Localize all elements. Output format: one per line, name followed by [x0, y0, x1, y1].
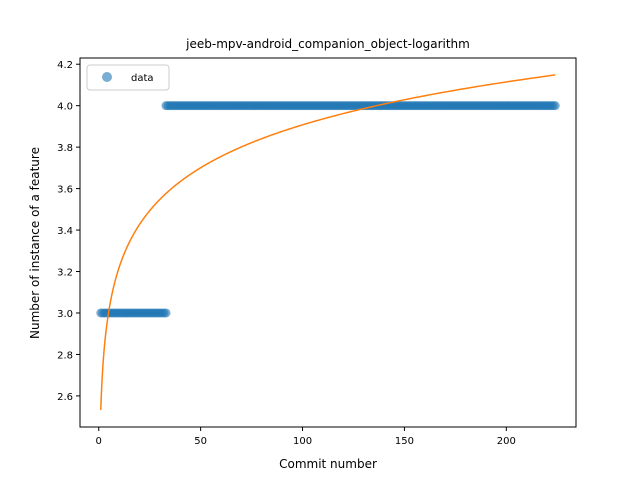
y-tick-label: 3.4 — [57, 226, 73, 237]
chart-title: jeeb-mpv-android_companion_object-logari… — [185, 37, 470, 51]
fit-line — [100, 74, 556, 410]
x-axis: 0 50 100 150 200 — [96, 427, 516, 447]
y-axis-label: Number of instance of a feature — [28, 147, 42, 339]
x-tick-label: 100 — [293, 436, 312, 447]
y-tick-label: 3.0 — [57, 309, 73, 320]
data-point — [161, 308, 171, 318]
axes-frame — [79, 57, 577, 428]
y-tick-label: 3.2 — [57, 268, 73, 279]
x-tick-label: 50 — [194, 436, 207, 447]
y-tick-label: 3.8 — [57, 143, 73, 154]
x-axis-label: Commit number — [279, 457, 377, 471]
y-tick-label: 3.6 — [57, 185, 73, 196]
x-tick-label: 0 — [96, 436, 102, 447]
y-tick-label: 4.0 — [57, 102, 73, 113]
y-tick-label: 4.2 — [57, 60, 73, 71]
x-tick-label: 150 — [395, 436, 414, 447]
y-tick-label: 2.6 — [57, 392, 73, 403]
legend-box — [86, 64, 170, 91]
y-tick-label: 2.8 — [57, 350, 73, 361]
data-point — [550, 101, 560, 111]
legend-marker-data — [102, 72, 112, 82]
legend-label-data: data — [131, 73, 154, 84]
y-axis: 2.6 2.8 3.0 3.2 3.4 3.6 3.8 4.0 4.2 — [57, 60, 80, 403]
plot-area — [96, 74, 560, 410]
x-tick-label: 200 — [497, 436, 516, 447]
legend: data — [86, 64, 170, 91]
